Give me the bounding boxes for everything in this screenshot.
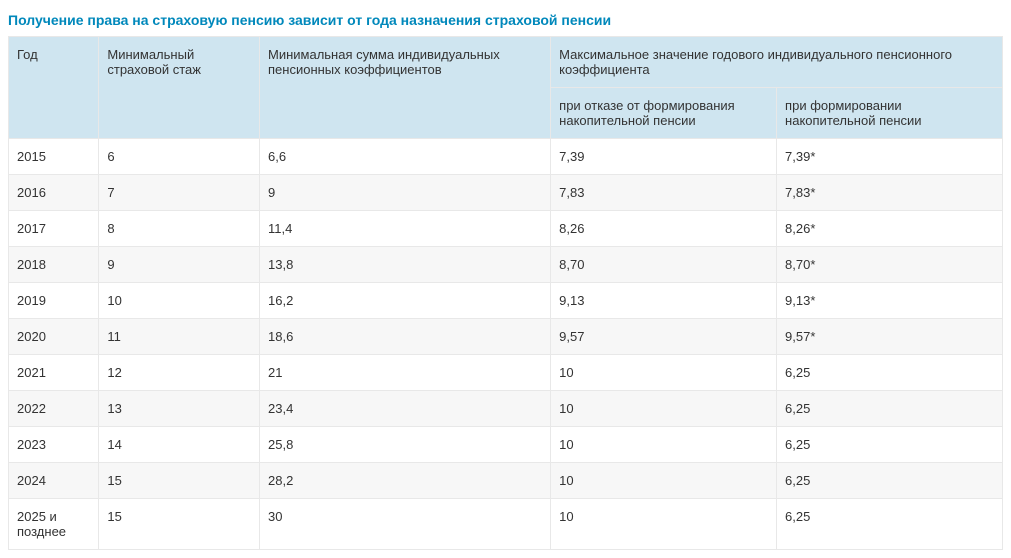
table-row: 201566,67,397,39* [9, 139, 1003, 175]
cell-stazh: 12 [99, 355, 260, 391]
cell-minsum: 9 [260, 175, 551, 211]
cell-year: 2024 [9, 463, 99, 499]
cell-year: 2023 [9, 427, 99, 463]
cell-minsum: 18,6 [260, 319, 551, 355]
cell-year: 2020 [9, 319, 99, 355]
cell-minsum: 16,2 [260, 283, 551, 319]
cell-form: 7,83* [777, 175, 1003, 211]
cell-otkaz: 10 [551, 391, 777, 427]
cell-year: 2021 [9, 355, 99, 391]
cell-stazh: 6 [99, 139, 260, 175]
table-body: 201566,67,397,39*2016797,837,83*2017811,… [9, 139, 1003, 550]
cell-otkaz: 9,13 [551, 283, 777, 319]
cell-minsum: 6,6 [260, 139, 551, 175]
col-header-otkaz: при отказе от формирования накопительной… [551, 88, 777, 139]
cell-otkaz: 7,39 [551, 139, 777, 175]
cell-year: 2025 и позднее [9, 499, 99, 550]
cell-stazh: 10 [99, 283, 260, 319]
cell-form: 9,57* [777, 319, 1003, 355]
table-row: 2025 и позднее1530106,25 [9, 499, 1003, 550]
table-row: 20231425,8106,25 [9, 427, 1003, 463]
cell-year: 2019 [9, 283, 99, 319]
cell-year: 2016 [9, 175, 99, 211]
cell-year: 2015 [9, 139, 99, 175]
col-header-stazh: Минимальный страховой стаж [99, 37, 260, 139]
cell-form: 8,26* [777, 211, 1003, 247]
cell-year: 2017 [9, 211, 99, 247]
cell-form: 7,39* [777, 139, 1003, 175]
cell-stazh: 7 [99, 175, 260, 211]
cell-stazh: 9 [99, 247, 260, 283]
cell-year: 2018 [9, 247, 99, 283]
cell-stazh: 15 [99, 463, 260, 499]
cell-minsum: 11,4 [260, 211, 551, 247]
table-row: 20191016,29,139,13* [9, 283, 1003, 319]
col-header-form: при формировании накопительной пенсии [777, 88, 1003, 139]
cell-form: 6,25 [777, 499, 1003, 550]
cell-stazh: 13 [99, 391, 260, 427]
cell-form: 8,70* [777, 247, 1003, 283]
cell-stazh: 8 [99, 211, 260, 247]
page-title: Получение права на страховую пенсию зави… [8, 12, 1003, 28]
cell-otkaz: 10 [551, 463, 777, 499]
cell-otkaz: 10 [551, 427, 777, 463]
cell-minsum: 28,2 [260, 463, 551, 499]
cell-stazh: 14 [99, 427, 260, 463]
table-row: 2016797,837,83* [9, 175, 1003, 211]
table-row: 20201118,69,579,57* [9, 319, 1003, 355]
col-header-year: Год [9, 37, 99, 139]
table-row: 2018913,88,708,70* [9, 247, 1003, 283]
cell-form: 6,25 [777, 463, 1003, 499]
cell-otkaz: 7,83 [551, 175, 777, 211]
cell-form: 6,25 [777, 391, 1003, 427]
cell-otkaz: 10 [551, 499, 777, 550]
cell-form: 6,25 [777, 355, 1003, 391]
cell-stazh: 11 [99, 319, 260, 355]
cell-minsum: 13,8 [260, 247, 551, 283]
table-row: 20211221106,25 [9, 355, 1003, 391]
table-row: 2017811,48,268,26* [9, 211, 1003, 247]
cell-otkaz: 8,26 [551, 211, 777, 247]
cell-form: 6,25 [777, 427, 1003, 463]
table-row: 20241528,2106,25 [9, 463, 1003, 499]
cell-minsum: 30 [260, 499, 551, 550]
table-row: 20221323,4106,25 [9, 391, 1003, 427]
cell-otkaz: 9,57 [551, 319, 777, 355]
col-header-max-group: Максимальное значение годового индивидуа… [551, 37, 1003, 88]
pension-table: Год Минимальный страховой стаж Минимальн… [8, 36, 1003, 550]
cell-stazh: 15 [99, 499, 260, 550]
cell-form: 9,13* [777, 283, 1003, 319]
cell-minsum: 21 [260, 355, 551, 391]
cell-otkaz: 10 [551, 355, 777, 391]
cell-minsum: 23,4 [260, 391, 551, 427]
cell-minsum: 25,8 [260, 427, 551, 463]
cell-otkaz: 8,70 [551, 247, 777, 283]
cell-year: 2022 [9, 391, 99, 427]
col-header-minsum: Минимальная сумма индивидуальных пенсион… [260, 37, 551, 139]
